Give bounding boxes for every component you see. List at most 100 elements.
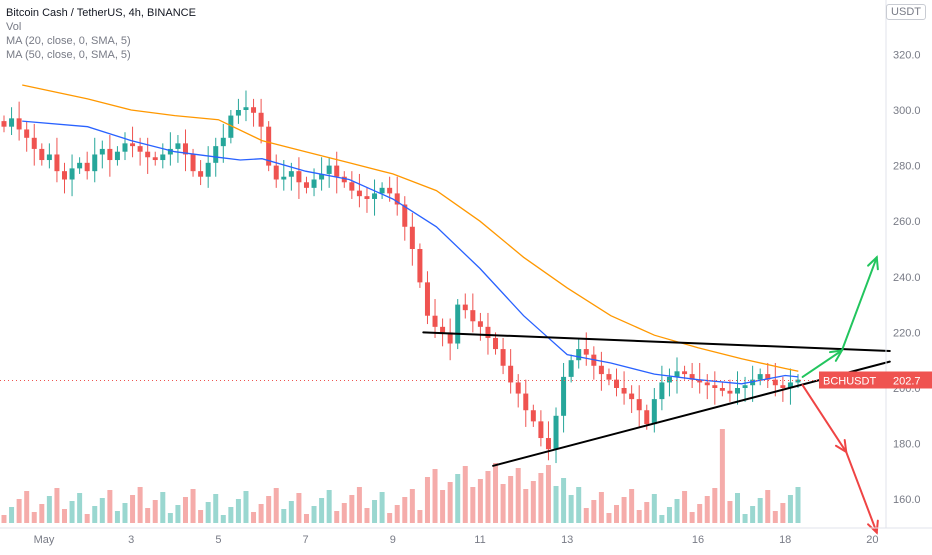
volume-bar	[591, 500, 597, 523]
volume-bar	[440, 490, 446, 523]
price-tick-label: 160.0	[893, 494, 921, 506]
time-tick-label: 16	[692, 534, 704, 546]
volume-bar	[92, 506, 98, 523]
volume-bar	[379, 492, 385, 523]
volume-bar	[659, 515, 665, 523]
candle-body	[674, 371, 680, 377]
candle-body	[296, 171, 302, 183]
candle-body	[447, 332, 453, 344]
candle-body	[568, 360, 574, 377]
volume-bar	[553, 486, 559, 523]
volume-bar	[606, 513, 612, 523]
volume-bar	[167, 513, 173, 523]
candle-body	[417, 249, 423, 283]
candle-body	[697, 379, 703, 383]
volume-bar	[175, 505, 181, 523]
candle-body	[644, 410, 650, 425]
time-tick-label: May	[34, 534, 55, 546]
price-tick-label: 300.0	[893, 105, 921, 117]
volume-bar	[697, 504, 703, 523]
price-tick-label: 260.0	[893, 216, 921, 228]
candle-body	[470, 310, 476, 322]
candle-body	[39, 148, 45, 161]
candle-body	[651, 399, 657, 425]
volume-bar	[137, 487, 143, 523]
volume-bar	[303, 514, 309, 523]
candle-body	[477, 321, 483, 327]
symbol-title[interactable]: Bitcoin Cash / TetherUS, 4h, BINANCE	[6, 7, 196, 19]
volume-bar	[787, 495, 793, 523]
price-tick-label: 280.0	[893, 161, 921, 173]
price-axis[interactable]: 160.0180.0200.0220.0240.0260.0280.0300.0…	[885, 0, 921, 528]
volume-bar	[341, 503, 347, 523]
time-axis[interactable]: May 3 5 7 9 11 13 16 18 20	[0, 527, 932, 546]
candle-body	[31, 137, 37, 149]
volume-bar	[251, 512, 257, 523]
bullish-arrowhead-end	[867, 255, 879, 271]
volume-bar	[266, 496, 272, 523]
volume-bar	[515, 468, 521, 523]
candle-body	[440, 326, 446, 333]
volume-bar	[220, 515, 226, 523]
volume-bar	[372, 500, 378, 523]
volume-bar	[424, 477, 430, 523]
currency-badge[interactable]: USDT	[886, 4, 926, 20]
volume-bar	[69, 501, 75, 523]
volume-bar	[636, 510, 642, 523]
volume-bar	[364, 508, 370, 523]
candle-body	[485, 326, 491, 338]
volume-bar	[258, 504, 264, 523]
volume-bar	[651, 494, 657, 523]
candle-body	[99, 148, 105, 155]
candle-body	[682, 371, 688, 375]
candle-body	[9, 118, 15, 127]
volume-bar	[727, 501, 733, 523]
volume-bar	[319, 498, 325, 523]
volume-bar	[61, 509, 67, 523]
volume-bar	[39, 504, 45, 523]
volume-bar	[598, 492, 604, 523]
candle-body	[780, 385, 786, 388]
volume-bar	[273, 488, 279, 523]
volume-bar	[772, 511, 778, 523]
volume-indicator-label[interactable]: Vol	[6, 21, 22, 33]
candle-body	[84, 162, 90, 172]
volume-bar	[682, 491, 688, 523]
candle-body	[394, 193, 400, 205]
ma20-indicator-label[interactable]: MA (20, close, 0, SMA, 5)	[6, 35, 131, 47]
candle-body	[167, 148, 173, 155]
volume-bar	[644, 502, 650, 523]
bearish-projection-arrow	[801, 384, 878, 534]
volume-bar	[77, 493, 83, 523]
volume-bar	[213, 494, 219, 523]
bullish-projection-arrow	[801, 256, 878, 378]
price-tick-label: 220.0	[893, 327, 921, 339]
candle-body	[152, 157, 158, 161]
chart-legend: Bitcoin Cash / TetherUS, 4h, BINANCE Vol…	[6, 6, 196, 62]
candle-body	[757, 374, 763, 380]
volume-bar	[462, 466, 468, 523]
candle-body	[508, 365, 514, 383]
candle-body	[530, 410, 536, 422]
volume-bar	[666, 507, 672, 523]
candle-body	[621, 388, 627, 394]
time-tick-label: 20	[866, 534, 878, 546]
candle-body	[772, 379, 778, 386]
volume-bar	[530, 481, 536, 523]
volume-bar	[545, 465, 551, 523]
candle-body	[145, 151, 151, 158]
candle-body	[523, 393, 529, 411]
volume-bar	[432, 469, 438, 523]
candle-body	[228, 115, 234, 138]
volume-bar	[198, 510, 204, 523]
candle-body	[598, 365, 604, 375]
volume-bar	[46, 496, 52, 523]
volume-bar	[500, 484, 506, 523]
candle-body	[515, 382, 521, 394]
ma50-indicator-label[interactable]: MA (50, close, 0, SMA, 5)	[6, 49, 131, 61]
volume-bar	[1, 515, 7, 523]
candle-body	[765, 374, 771, 380]
price-tag-value: 202.7	[893, 375, 921, 387]
